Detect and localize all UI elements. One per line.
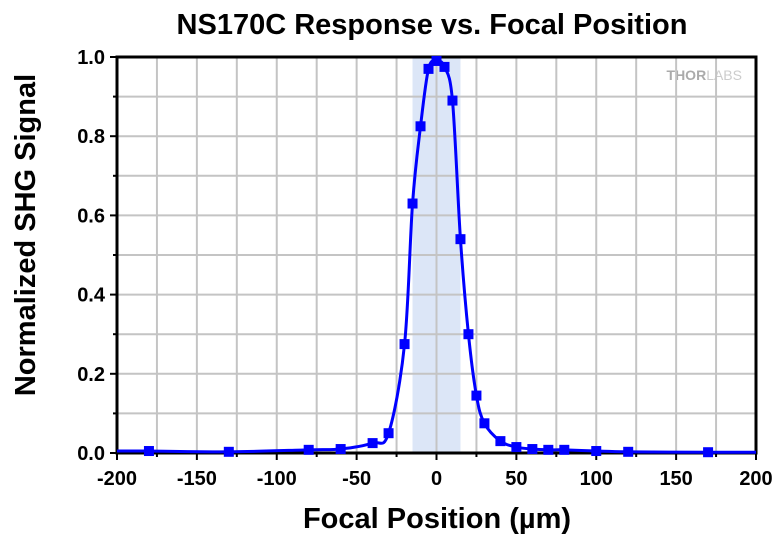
data-point bbox=[479, 418, 490, 429]
data-point bbox=[439, 61, 450, 72]
x-tick-label: 0 bbox=[431, 468, 442, 490]
y-axis-label: Normalized SHG Signal bbox=[10, 74, 42, 396]
data-point bbox=[455, 234, 466, 245]
data-point bbox=[367, 438, 378, 449]
data-point bbox=[447, 95, 458, 106]
data-point bbox=[431, 55, 442, 66]
data-point bbox=[623, 446, 634, 457]
data-point bbox=[471, 390, 482, 401]
chart-title: NS170C Response vs. Focal Position bbox=[177, 9, 688, 41]
y-tick-label: 1.0 bbox=[77, 47, 105, 69]
data-point bbox=[591, 446, 602, 457]
x-tick-label: -100 bbox=[257, 468, 297, 490]
x-tick-label: 100 bbox=[580, 468, 613, 490]
data-point bbox=[407, 198, 418, 209]
data-point bbox=[463, 329, 474, 340]
data-point bbox=[335, 444, 346, 455]
x-tick-label: 200 bbox=[739, 468, 772, 490]
x-tick-label: 50 bbox=[505, 468, 527, 490]
y-tick-label: 0.6 bbox=[77, 205, 105, 227]
y-tick-label: 0.2 bbox=[77, 364, 105, 386]
data-point bbox=[527, 444, 538, 455]
data-point bbox=[423, 63, 434, 74]
y-tick-label: 0.4 bbox=[77, 285, 106, 307]
watermark-logo: THORLABS bbox=[667, 67, 742, 83]
x-tick-label: -50 bbox=[342, 468, 371, 490]
data-point bbox=[223, 446, 234, 457]
data-point bbox=[399, 339, 410, 350]
x-axis-label: Focal Position (µm) bbox=[303, 503, 571, 535]
y-tick-label: 0.8 bbox=[77, 126, 105, 148]
data-point bbox=[559, 444, 570, 455]
data-point bbox=[303, 444, 314, 455]
data-point bbox=[703, 447, 714, 458]
x-tick-label: -150 bbox=[177, 468, 217, 490]
x-tick-label: -200 bbox=[97, 468, 137, 490]
data-point bbox=[543, 444, 554, 455]
data-point bbox=[495, 436, 506, 447]
y-tick-label: 0.0 bbox=[77, 443, 105, 465]
x-tick-label: 150 bbox=[659, 468, 692, 490]
data-point bbox=[511, 442, 522, 453]
data-point bbox=[383, 428, 394, 439]
data-point bbox=[415, 121, 426, 132]
data-point bbox=[143, 446, 154, 457]
